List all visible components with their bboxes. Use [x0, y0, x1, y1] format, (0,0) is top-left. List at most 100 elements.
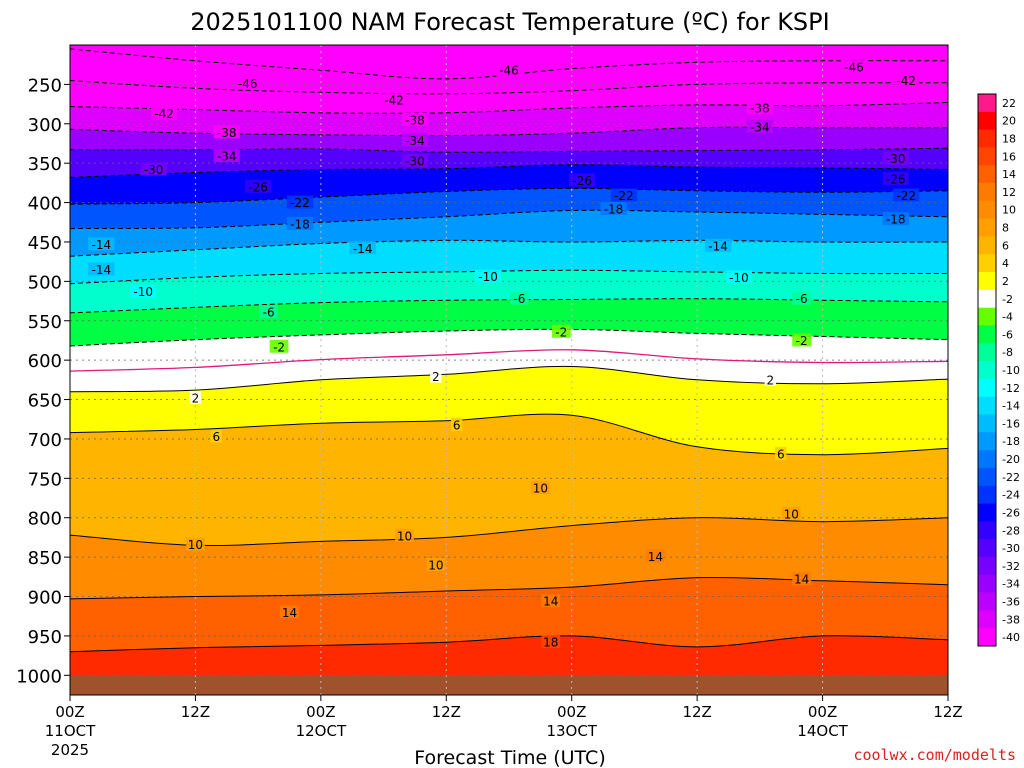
y-tick-label: 400: [28, 194, 62, 215]
legend-swatch: [978, 467, 996, 487]
y-tick-label: 300: [28, 115, 62, 136]
legend-swatch: [978, 289, 996, 308]
legend-label: -10: [1002, 364, 1020, 377]
isotherm-line: [70, 209, 948, 230]
contour-label: -6: [263, 306, 275, 320]
contour-label: -46: [238, 77, 258, 91]
contour-label-bg: [893, 188, 920, 202]
contour-label-bg: [426, 558, 446, 571]
legend-swatch: [978, 254, 996, 273]
legend-label: -28: [1002, 524, 1020, 537]
temperature-band: [70, 80, 948, 114]
x-tick-date: 11OCT: [45, 722, 96, 740]
contour-label-bg: [150, 106, 178, 120]
contour-label: 6: [453, 418, 461, 432]
contour-label-bg: [430, 369, 442, 383]
contour-label-bg: [213, 125, 240, 139]
contour-label: 10: [188, 538, 203, 552]
x-tick-time: 00Z: [808, 703, 837, 721]
contour-label-bg: [380, 93, 408, 107]
contour-label-bg: [401, 153, 429, 167]
y-tick-label: 800: [28, 509, 62, 530]
legend-label: -8: [1002, 346, 1013, 359]
contour-label: -26: [886, 172, 906, 186]
contour-label: -10: [478, 270, 498, 284]
contour-label: -26: [248, 180, 268, 194]
contour-label-bg: [764, 372, 777, 386]
contour-label: 2: [766, 373, 774, 387]
contour-label: -14: [353, 242, 373, 256]
legend-swatch: [978, 556, 996, 576]
contour-label: -26: [572, 174, 592, 188]
isotherm-line: [70, 269, 948, 285]
y-tick-label: 500: [28, 272, 62, 293]
contour-label: -18: [290, 217, 310, 231]
x-axis-label: Forecast Time (UTC): [414, 747, 605, 768]
contour-label-bg: [234, 76, 261, 90]
contour-label-bg: [213, 149, 240, 163]
contour-label-bg: [541, 594, 561, 608]
contour-label-bg: [451, 417, 463, 431]
legend-label: -30: [1002, 542, 1020, 555]
contour-label-bg: [645, 549, 665, 563]
contour-label: -22: [614, 189, 634, 203]
contour-label-bg: [725, 270, 753, 284]
y-tick-label: 350: [28, 154, 62, 175]
legend-label: -24: [1002, 489, 1020, 502]
y-tick-label: 1000: [16, 666, 62, 687]
contour-label-bg: [882, 151, 909, 165]
legend-label: 4: [1002, 257, 1009, 270]
contour-label: 2: [432, 370, 440, 384]
contour-label-bg: [746, 119, 773, 133]
legend-label: 18: [1002, 133, 1016, 146]
x-tick-date: 12OCT: [296, 722, 347, 740]
contour-label: -46: [844, 61, 864, 75]
temperature-band: [70, 127, 948, 153]
legend-label: 8: [1002, 222, 1009, 235]
temperature-band: [70, 164, 948, 205]
contour-label-bg: [781, 506, 801, 520]
contour-label: -38: [217, 126, 237, 140]
contour-label-bg: [792, 291, 812, 305]
contour-label-bg: [530, 480, 550, 494]
contour-label: -42: [384, 94, 404, 108]
contour-label-bg: [495, 63, 523, 77]
contour-label-bg: [269, 339, 289, 353]
contour-label-bg: [474, 269, 502, 283]
legend-swatch: [978, 165, 996, 184]
contour-label-bg: [551, 324, 571, 338]
contour-label: 6: [213, 430, 221, 444]
contour-label-bg: [401, 112, 429, 126]
contour-label: -30: [886, 152, 906, 166]
legend-swatch: [978, 450, 996, 469]
legend-swatch: [978, 129, 996, 148]
legend-swatch: [978, 539, 996, 558]
contour-label-bg: [280, 605, 299, 619]
grid-lines: [70, 45, 948, 695]
isotherm-line: [70, 239, 948, 257]
y-tick-label: 750: [28, 469, 62, 490]
temperature-band: [70, 577, 948, 652]
temperature-band: [70, 366, 948, 455]
legend-label: -20: [1002, 453, 1020, 466]
contour-label: -34: [217, 150, 237, 164]
contour-label-bg: [840, 60, 868, 74]
isotherm-line: [70, 164, 948, 178]
legend-swatch: [978, 236, 996, 255]
legend-label: -14: [1002, 400, 1020, 413]
y-tick-label: 650: [28, 391, 62, 412]
temperature-band: [70, 414, 948, 546]
legend-swatch: [978, 610, 996, 629]
contour-label-bg: [746, 101, 773, 115]
legend-swatch: [978, 396, 996, 415]
plot-frame: [69, 44, 949, 696]
contour-label-bg: [140, 162, 167, 176]
contour-label-bg: [704, 238, 732, 252]
legend-swatch: [978, 361, 996, 380]
contour-label-bg: [600, 201, 627, 215]
legend-label: -26: [1002, 506, 1020, 519]
contour-label: 10: [533, 481, 548, 495]
legend-swatch: [978, 183, 996, 202]
contour-labels: -46-46 -46-42-42-42-38-38-38-34-34-34-30-…: [88, 60, 920, 650]
